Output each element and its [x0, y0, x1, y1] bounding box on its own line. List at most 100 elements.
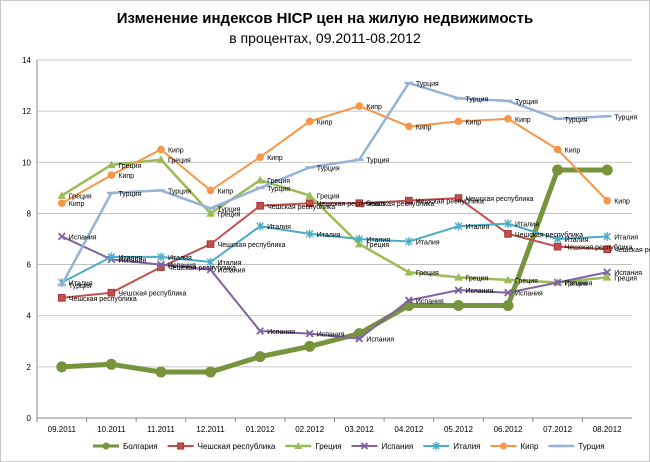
series-1-point — [504, 230, 512, 238]
data-label: Греция — [267, 178, 290, 185]
series-0-point — [601, 164, 613, 176]
series-0-point — [502, 299, 514, 311]
data-label: Чешская республика — [515, 231, 583, 239]
data-label: Италия — [69, 280, 93, 287]
y-tick-label: 6 — [27, 261, 32, 270]
data-label: Испания — [614, 270, 642, 277]
data-label: Турция — [614, 114, 637, 121]
data-label: Турция — [267, 186, 290, 193]
data-label: Чешская республика — [317, 200, 385, 208]
series-4-point — [553, 234, 562, 244]
legend-marker — [432, 442, 440, 450]
data-label: Италия — [168, 255, 192, 262]
data-label: Кипр — [565, 148, 581, 155]
series-3-line — [61, 235, 608, 340]
series-3-point — [355, 334, 364, 343]
series-2-point — [454, 273, 463, 281]
series-6-line — [60, 81, 608, 286]
series-2-point — [503, 275, 513, 284]
series-0-point — [56, 361, 68, 373]
series-3-point — [504, 288, 512, 297]
x-tick-label: 06.2012 — [494, 425, 523, 434]
data-label: Италия — [614, 234, 638, 241]
axes: 0 2 4 6 8 10 12 14 09.2011 10.2011 11.2011 12.2011 0… — [22, 56, 632, 434]
y-tick-label: 0 — [27, 414, 32, 423]
legend-item: Испания — [351, 442, 414, 451]
series-2-point — [206, 209, 215, 217]
data-label: Испания — [118, 257, 146, 264]
series-4-point — [157, 252, 165, 262]
series-5-point — [355, 102, 364, 110]
data-label: Греция — [614, 275, 637, 282]
series-1-point — [355, 199, 364, 207]
data-label: Кипр — [168, 148, 184, 155]
series-3-point — [157, 260, 165, 269]
series-4-point — [206, 257, 215, 267]
legend-label: Чешская республика — [198, 442, 276, 451]
y-tick-label: 10 — [22, 158, 31, 167]
data-label: Чешская республика — [416, 198, 484, 206]
series-3-point — [603, 268, 612, 277]
legend-label: Турция — [578, 442, 604, 451]
data-label: Греция — [465, 275, 488, 282]
legend-label: Греция — [315, 442, 341, 451]
legend-marker — [177, 442, 185, 450]
series-2-point — [57, 191, 67, 199]
x-tick-label: 11.2011 — [147, 425, 175, 434]
series-1-point — [256, 201, 264, 210]
data-label: Италия — [416, 240, 440, 247]
data-label: Испания — [465, 288, 493, 295]
series-3-point — [454, 286, 463, 295]
series-layer — [56, 81, 613, 378]
data-label: Греция — [317, 194, 340, 201]
y-tick-label: 2 — [27, 363, 32, 372]
legend-item: Кипр — [490, 442, 539, 451]
data-label: Греция — [69, 194, 92, 201]
series-0-point — [452, 299, 464, 311]
data-label: Испания — [218, 268, 246, 275]
legend-item: Греция — [285, 442, 342, 451]
legend-label: Болгария — [123, 442, 158, 451]
legend: Болгария Чешская республика Греция Испания И… — [93, 442, 605, 451]
series-5-point — [57, 199, 66, 207]
series-1-point — [454, 194, 463, 202]
series-0-point — [304, 340, 316, 352]
data-label: Чешская республика — [267, 203, 335, 211]
series-4-point — [504, 219, 512, 228]
data-label: Чешская республика — [69, 295, 137, 303]
y-tick-label: 12 — [22, 107, 31, 116]
series-5-line — [61, 105, 608, 205]
y-tick-label: 14 — [22, 56, 31, 65]
data-label: Греция — [515, 278, 538, 285]
data-label: Греция — [118, 163, 141, 170]
data-label: Турция — [218, 206, 241, 213]
legend-marker — [500, 442, 507, 450]
data-label: Греция — [366, 242, 389, 249]
series-1-point — [206, 240, 215, 248]
x-tick-label: 05.2012 — [444, 425, 473, 434]
series-4-point — [256, 221, 264, 231]
data-label: Испания — [69, 234, 97, 241]
series-5-point — [256, 153, 264, 161]
x-tick-label: 12.2011 — [196, 425, 225, 434]
data-label: Греция — [416, 270, 439, 277]
legend-label: Испания — [382, 442, 414, 451]
series-3-point — [57, 232, 66, 241]
series-1-line — [61, 197, 608, 299]
x-tick-label: 08.2012 — [593, 425, 622, 434]
data-label: Италия — [267, 224, 291, 231]
series-5-point — [553, 145, 562, 154]
series-5-point — [157, 145, 165, 154]
series-2-point — [255, 175, 265, 184]
data-label: Испания — [267, 329, 295, 336]
data-label: Турция — [465, 96, 488, 103]
x-tick-label: 04.2012 — [394, 425, 423, 434]
x-tick-label: 10.2011 — [97, 425, 126, 434]
data-label: Турция — [118, 191, 141, 198]
legend-label: Кипр — [521, 442, 539, 451]
series-5-point — [206, 186, 215, 195]
data-label: Турция — [69, 283, 92, 290]
series-1-point — [603, 245, 612, 254]
